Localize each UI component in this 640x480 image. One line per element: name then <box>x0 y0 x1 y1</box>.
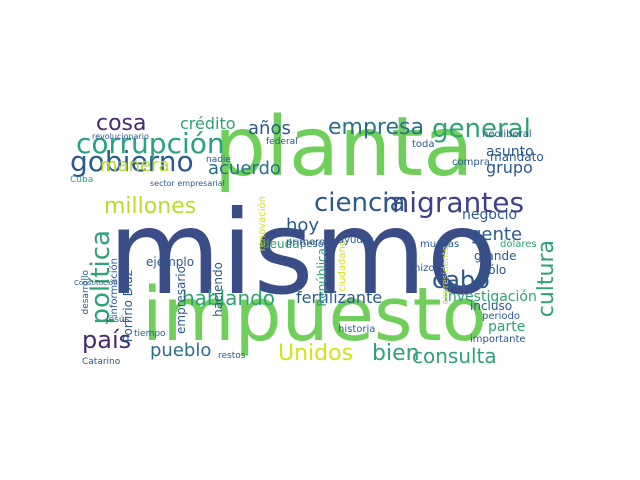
word-cloud: mismo planta impuesto gobierno corrupción mig… <box>66 107 574 364</box>
word-26: país <box>82 326 132 354</box>
word-43: haciendo <box>211 262 225 317</box>
word-10: millones <box>104 194 197 219</box>
word-62: Jesús <box>106 315 130 325</box>
word-47: información <box>109 258 120 318</box>
word-24: fertilizante <box>296 288 383 307</box>
word-32: parte <box>488 319 526 335</box>
word-52: muchas <box>420 239 460 250</box>
word-61: Cuba <box>70 175 94 185</box>
word-18: gente <box>470 224 523 245</box>
word-2: impuesto <box>142 272 487 358</box>
word-6: general <box>432 114 531 144</box>
word-25: investigación <box>444 289 537 305</box>
word-14: crédito <box>180 114 236 133</box>
word-40: República <box>315 248 329 307</box>
word-37: sólo <box>482 263 507 277</box>
word-64: tiempo <box>134 329 166 339</box>
word-48: desarrollo <box>81 270 91 315</box>
word-65: restos <box>218 351 246 361</box>
word-36: historia <box>338 324 376 335</box>
word-12: acuerdo <box>208 158 281 179</box>
word-45: ejemplo <box>146 255 195 269</box>
word-19: grupo <box>486 158 533 177</box>
word-53: expresidente <box>441 246 451 305</box>
word-33: incluso <box>470 299 513 313</box>
word-28: pueblo <box>150 340 212 361</box>
word-39: dólares <box>500 239 537 250</box>
word-30: bien <box>372 341 420 365</box>
word-63: Catarino <box>82 357 121 365</box>
word-35: importante <box>470 334 526 345</box>
word-38: grande <box>474 249 517 263</box>
word-15: hoy <box>286 215 320 236</box>
word-51: ayudar <box>338 235 373 246</box>
word-16: cabo <box>432 266 490 294</box>
word-9: cosa <box>96 111 147 136</box>
word-66: sector empresarial <box>150 179 225 188</box>
word-8: empresa <box>328 115 424 140</box>
word-49: deuda <box>262 237 300 251</box>
word-46: Porfirio Díaz <box>121 270 135 343</box>
word-20: mandato <box>490 150 544 164</box>
word-5: migrantes <box>382 186 525 219</box>
word-13: años <box>248 118 291 139</box>
word-1: planta <box>214 107 474 195</box>
word-59: federal <box>266 137 298 147</box>
word-31: consulta <box>412 344 497 364</box>
word-56: compra <box>452 157 490 168</box>
word-57: neoliberal <box>482 129 532 140</box>
word-21: asunto <box>486 144 534 160</box>
word-54: hizo <box>414 263 435 274</box>
word-34: periodo <box>482 311 520 322</box>
word-44: empresario <box>174 266 188 334</box>
word-4: corrupción <box>76 127 225 160</box>
word-41: ciudadano <box>337 240 348 293</box>
word-68: Constitución <box>74 279 118 287</box>
word-11: manera <box>100 155 170 176</box>
word-58: pesos <box>300 239 330 250</box>
word-67: revolucionario <box>92 132 149 141</box>
word-17: cultura <box>534 240 559 318</box>
word-22: negocio <box>462 207 518 223</box>
word-0: mismo <box>108 186 498 321</box>
word-7: ciencia <box>314 188 406 218</box>
word-55: toda <box>412 139 435 150</box>
word-23: hablando <box>182 286 276 310</box>
word-3: gobierno <box>70 145 194 178</box>
word-29: Unidos <box>278 341 354 365</box>
word-60: nadie <box>206 155 231 165</box>
word-50: primero <box>286 237 326 248</box>
